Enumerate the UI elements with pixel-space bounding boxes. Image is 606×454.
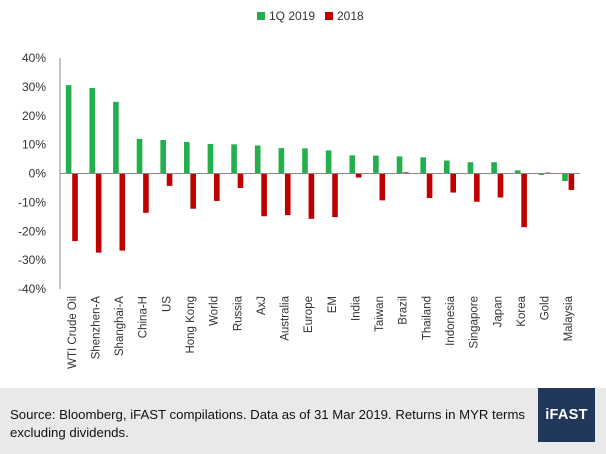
bar-q1-2019 — [65, 85, 72, 174]
bar-2018 — [166, 173, 173, 186]
category-label: Gold — [540, 296, 552, 320]
bar-q1-2019 — [467, 162, 474, 174]
bar-q1-2019 — [278, 148, 285, 174]
bar-2018 — [403, 172, 409, 174]
bar-q1-2019 — [491, 162, 497, 174]
category-label: Thailand — [421, 296, 433, 340]
bar-q1-2019 — [136, 138, 143, 174]
bar-q1-2019 — [302, 148, 308, 174]
y-tick-label: 10% — [22, 138, 46, 152]
bar-2018 — [214, 173, 220, 201]
bar-2018 — [261, 173, 267, 217]
legend-label: 2018 — [337, 9, 364, 23]
category-label: Taiwan — [374, 296, 386, 332]
category-label: WTI Crude Oil — [67, 296, 79, 369]
category-label: Russia — [232, 295, 244, 331]
bar-q1-2019 — [254, 145, 261, 174]
bar-q1-2019 — [89, 88, 96, 174]
bar-q1-2019 — [184, 142, 190, 174]
bar-q1-2019 — [373, 155, 379, 174]
category-label: Shenzhen-A — [90, 296, 102, 360]
chart: 40% 30% 20% 10% 0% -10% -20% -30% -40% WTI Crude … — [18, 9, 580, 369]
bar-q1-2019 — [349, 155, 356, 174]
bar-2018 — [379, 173, 386, 201]
y-tick-label: 40% — [22, 51, 46, 65]
bar-2018 — [474, 173, 480, 202]
bar-2018 — [284, 173, 291, 216]
y-tick-label: 0% — [29, 167, 47, 181]
category-label: Europe — [303, 296, 315, 333]
bar-q1-2019 — [444, 160, 450, 174]
category-label: EM — [327, 296, 339, 313]
category-label: AxJ — [256, 296, 268, 315]
bar-q1-2019 — [514, 170, 521, 174]
y-tick-label: -30% — [18, 253, 46, 267]
category-label: Shanghai-A — [114, 296, 126, 356]
bar-2018 — [119, 173, 126, 251]
bar-q1-2019 — [325, 150, 332, 174]
source-note: Source: Bloomberg, iFAST compilations. D… — [10, 407, 526, 440]
legend-label: 1Q 2019 — [269, 9, 315, 23]
bar-2018 — [190, 173, 196, 209]
category-label: Korea — [516, 295, 528, 326]
category-label: Brazil — [398, 296, 410, 325]
ifast-logo: iFAST — [538, 388, 595, 442]
bar-2018 — [72, 173, 78, 242]
y-tick-label: 20% — [22, 109, 46, 123]
y-tick-label: 30% — [22, 80, 46, 94]
bar-q1-2019 — [231, 144, 237, 174]
category-label: Hong Kong — [185, 296, 197, 354]
bar-2018 — [143, 173, 149, 213]
category-label: China-H — [138, 296, 150, 338]
bar-q1-2019 — [420, 157, 426, 174]
category-label: Singapore — [469, 296, 481, 348]
category-label: India — [350, 295, 362, 321]
category-label: Indonesia — [445, 295, 457, 345]
bar-2018 — [237, 173, 244, 188]
source-footer: Source: Bloomberg, iFAST compilations. D… — [0, 388, 606, 454]
bar-2018 — [497, 173, 504, 198]
bar-2018 — [568, 173, 575, 190]
bar-q1-2019 — [207, 144, 214, 174]
bar-2018 — [521, 173, 527, 228]
bar-q1-2019 — [160, 140, 166, 174]
legend-swatch — [257, 12, 265, 20]
bar-q1-2019 — [396, 156, 403, 174]
bar-q1-2019 — [538, 173, 545, 175]
category-label: Japan — [492, 296, 504, 327]
category-label: Australia — [280, 295, 292, 340]
y-tick-label: -20% — [18, 224, 46, 238]
bar-2018 — [355, 173, 362, 178]
category-label: Malaysia — [563, 295, 575, 341]
bar-2018 — [450, 173, 456, 193]
bar-2018 — [308, 173, 315, 219]
legend-swatch — [325, 12, 333, 20]
y-tick-label: -10% — [18, 195, 46, 209]
bar-2018 — [426, 173, 433, 199]
bar-2018 — [332, 173, 338, 218]
bar-2018 — [95, 173, 102, 253]
category-label: US — [161, 296, 173, 312]
bar-q1-2019 — [113, 101, 119, 174]
bar-q1-2019 — [562, 173, 568, 182]
category-label: World — [209, 296, 221, 326]
y-tick-label: -40% — [18, 282, 46, 296]
